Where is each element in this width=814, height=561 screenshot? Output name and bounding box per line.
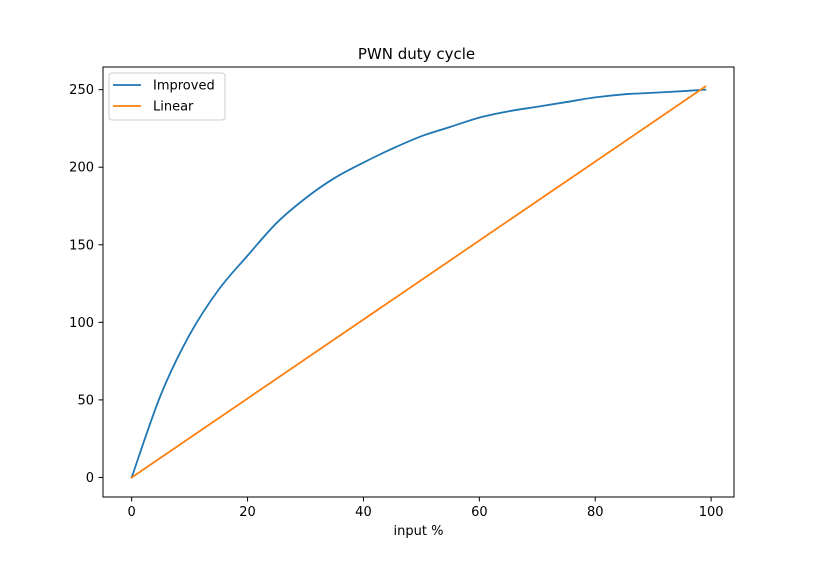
y-tick-label: 250 (69, 83, 94, 98)
y-tick-label: 50 (77, 393, 94, 408)
axes-frame (102, 66, 735, 498)
x-tick-label: 100 (699, 505, 724, 520)
x-tick-label: 40 (355, 505, 372, 520)
legend-label-linear: Linear (153, 100, 194, 115)
x-tick-label: 20 (239, 505, 256, 520)
chart-title: PWN duty cycle (358, 45, 475, 63)
y-tick-label: 100 (69, 316, 94, 331)
y-tick-label: 150 (69, 238, 94, 253)
x-tick-label: 0 (128, 505, 136, 520)
x-axis-label: input % (394, 524, 444, 539)
legend-label-improved: Improved (153, 79, 215, 94)
series-layer (130, 85, 707, 479)
series-line-improved (130, 88, 707, 479)
y-axis: 0 50 100 150 200 250 (69, 83, 103, 486)
series-line-linear (130, 85, 707, 479)
x-tick-label: 80 (587, 505, 604, 520)
y-tick-label: 200 (69, 161, 94, 176)
x-tick-label: 60 (471, 505, 488, 520)
legend: Improved Linear (108, 72, 226, 121)
y-tick-label: 0 (86, 471, 94, 486)
x-axis: 0 20 40 60 80 100 (128, 497, 724, 520)
